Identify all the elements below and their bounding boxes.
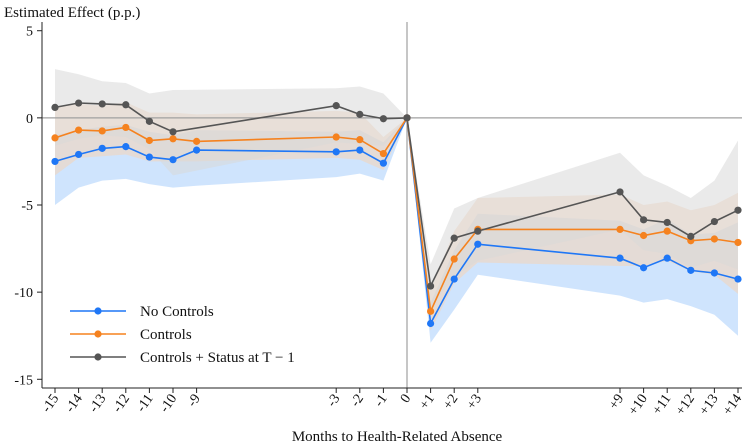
y-tick-label: -5 xyxy=(21,199,33,214)
data-point xyxy=(51,103,59,111)
legend-swatch-marker xyxy=(94,330,102,338)
data-point xyxy=(474,240,482,248)
data-point xyxy=(332,102,340,110)
data-point xyxy=(169,135,177,143)
legend-label: Controls + Status at T − 1 xyxy=(140,350,295,366)
x-tick-label: +2 xyxy=(441,392,462,413)
y-axis-title: Estimated Effect (p.p.) xyxy=(4,5,140,21)
data-point xyxy=(687,232,695,240)
series-line xyxy=(54,115,739,327)
data-point xyxy=(356,136,364,144)
data-point xyxy=(122,101,130,109)
x-tick-label: +13 xyxy=(697,392,722,419)
data-point xyxy=(640,231,648,240)
data-point xyxy=(169,128,177,136)
x-tick-label: +9 xyxy=(606,392,627,413)
data-point xyxy=(616,225,624,233)
data-point xyxy=(169,156,177,164)
data-point xyxy=(75,126,83,134)
data-point xyxy=(403,114,411,122)
data-point xyxy=(145,136,153,145)
x-tick-label: -9 xyxy=(185,392,204,410)
x-tick-label: +12 xyxy=(673,392,698,419)
x-tick-label: 0 xyxy=(398,392,414,406)
x-axis-title: Months to Health-Related Absence xyxy=(292,429,503,445)
data-point xyxy=(616,254,624,262)
data-point xyxy=(687,266,695,274)
data-point xyxy=(145,153,153,161)
data-point xyxy=(379,149,387,158)
data-point xyxy=(332,148,340,156)
y-tick-label: 0 xyxy=(26,112,33,127)
data-point xyxy=(145,117,153,125)
x-tick-label: +3 xyxy=(464,392,485,413)
data-point xyxy=(710,235,719,243)
x-tick-label: +14 xyxy=(720,392,745,419)
data-point xyxy=(51,157,59,166)
data-point xyxy=(379,159,387,167)
data-point xyxy=(356,110,364,118)
data-point xyxy=(710,269,719,277)
x-tick-label: +1 xyxy=(417,392,438,413)
data-point xyxy=(710,217,719,226)
legend-label: Controls xyxy=(140,327,192,343)
x-tick-label: +10 xyxy=(626,392,651,419)
data-point xyxy=(474,227,482,235)
data-point xyxy=(616,188,624,196)
x-tick-label: -2 xyxy=(348,392,367,410)
data-point xyxy=(734,206,742,214)
data-point xyxy=(379,115,387,123)
data-point xyxy=(75,150,83,159)
data-point xyxy=(427,282,435,290)
confidence-bands xyxy=(55,69,738,343)
series-line xyxy=(54,115,739,315)
x-tick-label: -14 xyxy=(63,392,86,416)
y-tick-label: 5 xyxy=(26,25,33,40)
data-point xyxy=(663,227,671,235)
data-point xyxy=(663,254,671,262)
x-tick-label: -11 xyxy=(134,392,157,415)
series-points xyxy=(51,99,742,328)
data-point xyxy=(450,234,458,242)
y-tick-label: -10 xyxy=(14,286,33,301)
data-point xyxy=(122,143,130,151)
data-point xyxy=(640,264,648,272)
legend-swatch-marker xyxy=(94,353,102,361)
data-point xyxy=(98,127,106,135)
data-point xyxy=(663,218,671,227)
x-tick-label: -1 xyxy=(372,392,391,410)
x-tick-label: -12 xyxy=(110,392,133,416)
data-point xyxy=(450,255,458,263)
data-point xyxy=(734,238,742,247)
data-point xyxy=(51,134,59,142)
data-point xyxy=(356,146,364,154)
x-tick-label: +11 xyxy=(650,392,675,418)
data-point xyxy=(98,144,106,152)
legend-label: No Controls xyxy=(140,304,214,320)
x-tick-label: -13 xyxy=(86,392,109,416)
x-tick-label: -3 xyxy=(324,392,343,410)
data-point xyxy=(75,99,83,107)
data-point xyxy=(98,100,106,108)
x-tick-label: -15 xyxy=(39,392,62,416)
data-point xyxy=(640,216,648,224)
confidence-band xyxy=(55,117,738,343)
data-point xyxy=(193,146,201,154)
data-point xyxy=(450,275,458,283)
data-point xyxy=(122,123,130,132)
data-point xyxy=(734,275,742,283)
legend: No Controls Controls Controls + Status at … xyxy=(70,304,295,366)
x-tick-label: -10 xyxy=(157,392,180,416)
data-point xyxy=(427,307,435,315)
data-point xyxy=(427,319,435,328)
y-ticks: 5 0 -5 -10 -15 xyxy=(14,25,42,388)
legend-swatch-marker xyxy=(94,307,102,315)
y-tick-label: -15 xyxy=(14,373,33,388)
confidence-band xyxy=(55,69,738,308)
x-ticks: -15 -14 -13 -12 -11 -10 -9 -3 -2 -1 0 +1 +2 +3 +9+10 +1… xyxy=(39,388,745,418)
data-point xyxy=(332,133,340,141)
data-point xyxy=(193,137,201,145)
